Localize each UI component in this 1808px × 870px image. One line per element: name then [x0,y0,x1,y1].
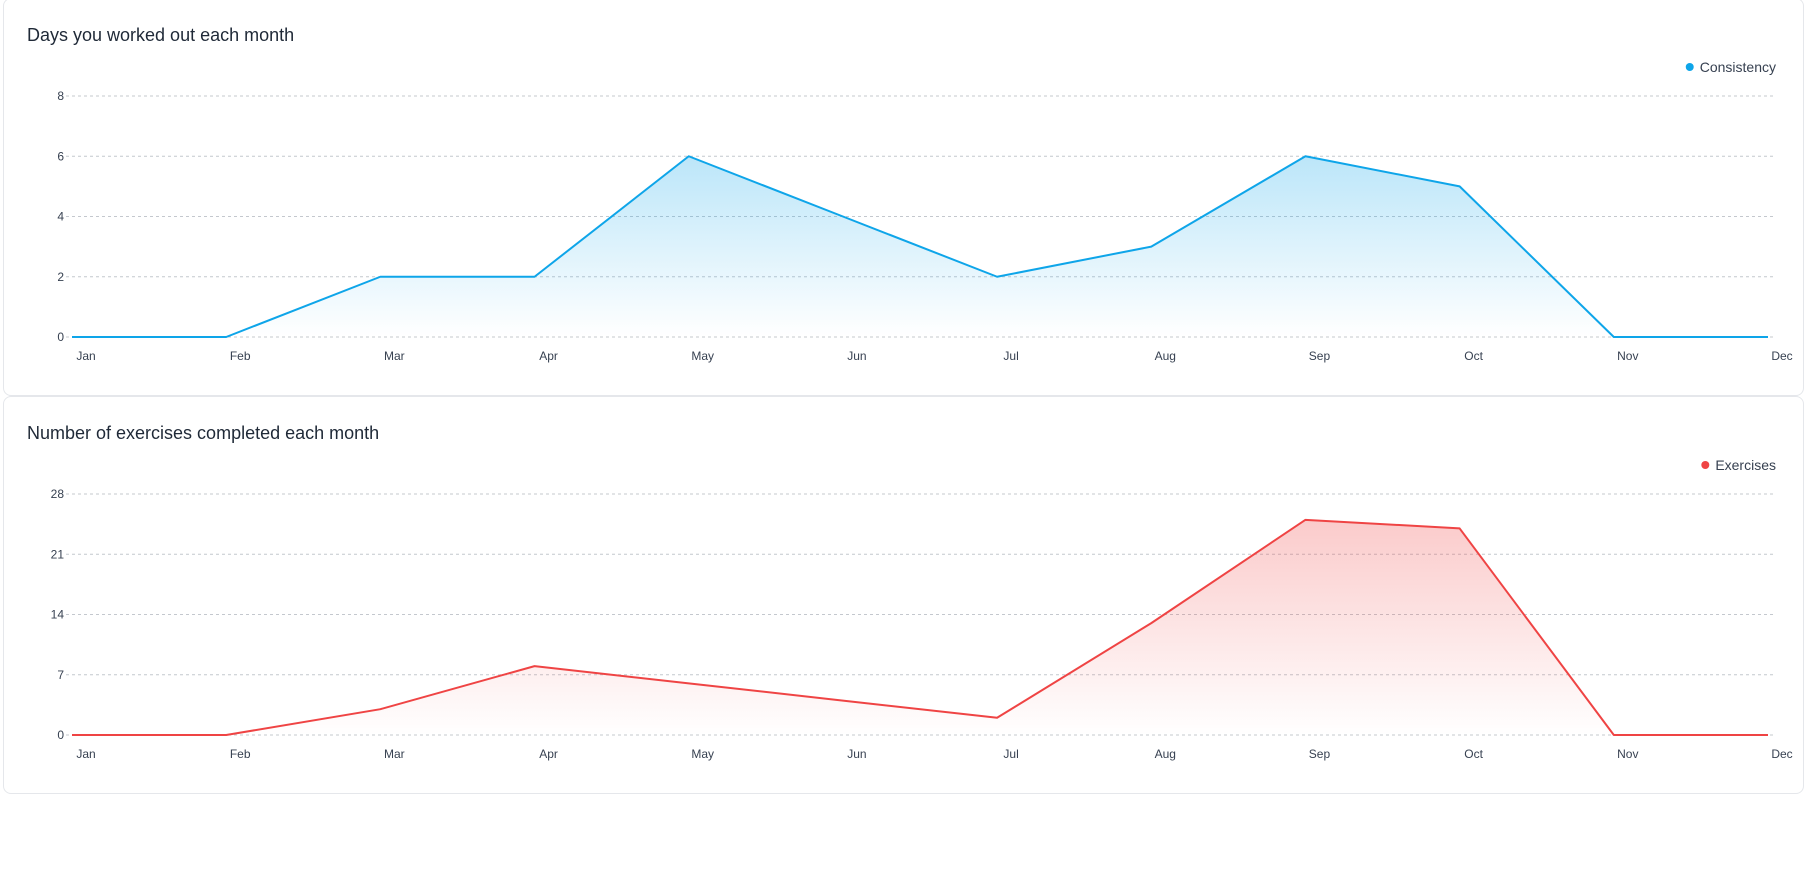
data-point[interactable] [377,274,383,280]
y-tick-label: 28 [51,487,65,501]
data-point[interactable] [1457,183,1463,189]
workout-days-chart: 0 2 4 6 8 Jan Feb Mar Apr May Jun Jul Aug Sep Oct Nov De… [57,59,1792,363]
x-tick-label: Feb [230,747,251,761]
legend-label: Exercises [1715,457,1776,473]
data-point[interactable] [994,715,1000,721]
y-tick-label: 0 [57,728,64,742]
x-tick-label: Feb [230,349,251,363]
x-tick-label: Mar [384,747,405,761]
y-tick-label: 4 [57,210,64,224]
y-tick-label: 21 [51,547,65,561]
x-tick-label: Nov [1617,349,1638,363]
x-tick-label: Mar [384,349,405,363]
y-tick-label: 7 [57,668,64,682]
data-point[interactable] [840,698,846,704]
x-tick-label: May [691,349,714,363]
data-point[interactable] [686,680,692,686]
y-tick-label: 8 [57,89,64,103]
data-point[interactable] [994,274,1000,280]
legend-marker[interactable] [1685,63,1694,71]
data-point[interactable] [69,334,75,340]
chart-title: Days you worked out each month [27,25,295,45]
data-point[interactable] [223,334,229,340]
x-tick-label: Jul [1003,747,1018,761]
x-tick-label: Jun [847,349,866,363]
exercises-chart: 0 7 14 21 28 Jan Feb Mar Apr May Jun Jul Aug Sep Oct No… [51,457,1793,761]
y-tick-label: 0 [57,330,64,344]
x-tick-label: Oct [1464,747,1483,761]
series-line [72,155,1768,338]
chart-card-workout-days: Days you worked out each month 0 2 4 6 8 Jan F… [3,0,1804,396]
x-tick-label: Apr [539,349,558,363]
y-tick-label: 6 [57,149,64,163]
chart-card-exercises: Number of exercises completed each month… [3,396,1804,794]
x-tick-label: Apr [539,747,558,761]
data-point[interactable] [69,732,75,738]
x-tick-label: Sep [1309,747,1331,761]
chart-title: Number of exercises completed each month [27,423,380,443]
data-point[interactable] [377,706,383,712]
data-point[interactable] [1148,244,1154,250]
data-point[interactable] [1457,525,1463,531]
series-area [72,519,1768,735]
data-point[interactable] [532,663,538,669]
y-tick-label: 14 [51,608,65,622]
x-tick-label: Jan [76,747,95,761]
x-tick-label: Oct [1464,349,1483,363]
x-tick-label: May [691,747,714,761]
legend-label: Consistency [1700,59,1776,75]
data-point[interactable] [1302,153,1308,159]
data-point[interactable] [1611,334,1617,340]
x-tick-label: Dec [1771,747,1792,761]
data-point[interactable] [840,214,846,220]
data-point[interactable] [1148,620,1154,626]
x-tick-label: Aug [1155,349,1176,363]
data-point[interactable] [1765,334,1771,340]
data-point[interactable] [532,274,538,280]
x-tick-label: Jul [1003,349,1018,363]
data-point[interactable] [686,153,692,159]
data-point[interactable] [1302,517,1308,523]
x-tick-label: Aug [1155,747,1176,761]
series-line [72,518,1768,736]
legend-marker[interactable] [1701,461,1710,469]
data-point[interactable] [1611,732,1617,738]
x-tick-label: Jan [76,349,95,363]
y-tick-label: 2 [57,270,64,284]
data-point[interactable] [1765,732,1771,738]
x-tick-label: Nov [1617,747,1638,761]
x-tick-label: Jun [847,747,866,761]
x-tick-label: Dec [1771,349,1792,363]
x-tick-label: Sep [1309,349,1331,363]
data-point[interactable] [223,732,229,738]
